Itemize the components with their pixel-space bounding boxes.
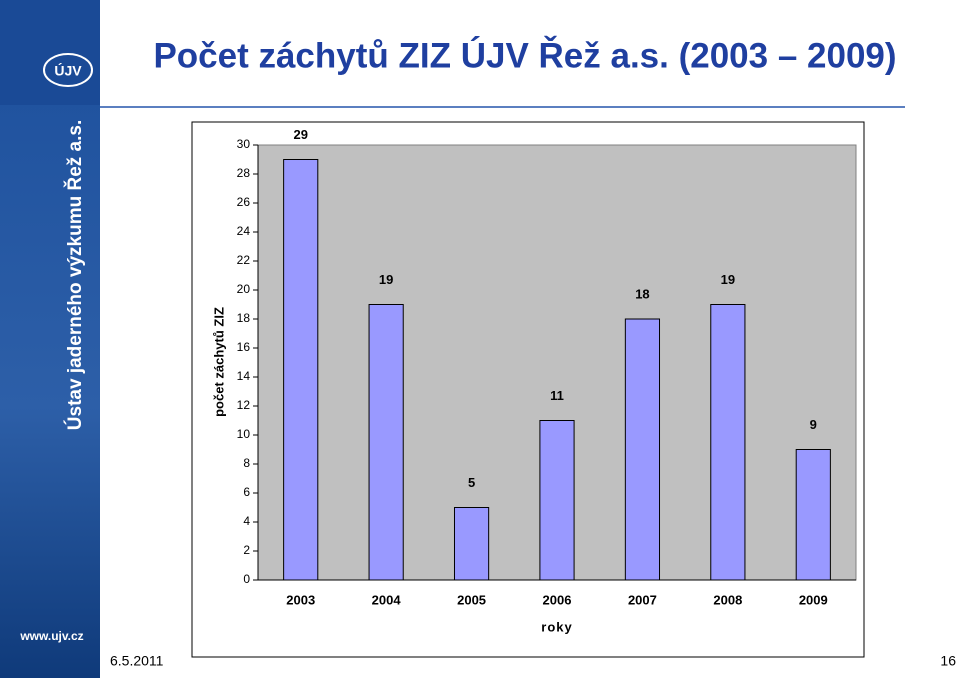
value-label: 9 xyxy=(810,417,817,432)
footer-date: 6.5.2011 xyxy=(110,653,164,669)
bar xyxy=(539,420,575,581)
value-label: 29 xyxy=(293,127,307,142)
y-tick-label: 18 xyxy=(237,311,251,325)
y-axis-label: počet záchytů ZIZ xyxy=(211,307,226,417)
y-tick-label: 26 xyxy=(237,195,251,209)
y-tick-label: 30 xyxy=(237,137,251,151)
y-tick-label: 6 xyxy=(243,485,250,499)
y-tick-label: 0 xyxy=(243,572,250,586)
x-tick-label: 2004 xyxy=(372,592,402,607)
y-tick-label: 28 xyxy=(237,166,251,180)
y-tick-label: 22 xyxy=(237,253,251,267)
org-name: Ústav jaderného výzkumu Řež a.s. xyxy=(64,120,86,430)
page-number: 16 xyxy=(940,653,956,669)
value-label: 18 xyxy=(635,286,649,301)
logo-text: ÚJV xyxy=(54,62,82,79)
sidebar xyxy=(0,0,100,678)
x-tick-label: 2003 xyxy=(286,592,315,607)
x-axis-label: roky xyxy=(541,619,572,634)
x-tick-label: 2005 xyxy=(457,592,486,607)
y-tick-label: 10 xyxy=(237,427,251,441)
bar xyxy=(368,304,404,581)
bar xyxy=(624,318,661,581)
x-tick-label: 2008 xyxy=(713,592,742,607)
y-tick-label: 24 xyxy=(237,224,251,238)
web-address: www.ujv.cz xyxy=(19,629,83,643)
logo-area xyxy=(0,0,100,105)
bar xyxy=(283,159,319,581)
slide-title: Počet záchytů ZIZ ÚJV Řež a.s. (2003 – 2… xyxy=(153,35,896,75)
value-label: 19 xyxy=(379,272,393,287)
logo-orbit xyxy=(43,53,93,87)
y-tick-label: 8 xyxy=(243,456,250,470)
y-tick-label: 16 xyxy=(237,340,251,354)
y-tick-label: 20 xyxy=(237,282,251,296)
y-tick-label: 12 xyxy=(237,398,251,412)
x-tick-label: 2009 xyxy=(799,592,828,607)
x-tick-label: 2007 xyxy=(628,592,657,607)
value-label: 11 xyxy=(550,388,564,403)
value-label: 5 xyxy=(468,475,475,490)
bar xyxy=(795,449,831,581)
x-tick-label: 2006 xyxy=(543,592,572,607)
y-tick-label: 14 xyxy=(237,369,251,383)
y-tick-label: 2 xyxy=(243,543,250,557)
bar xyxy=(710,304,746,581)
y-tick-label: 4 xyxy=(243,514,250,528)
value-label: 19 xyxy=(721,272,735,287)
bar xyxy=(453,507,490,581)
